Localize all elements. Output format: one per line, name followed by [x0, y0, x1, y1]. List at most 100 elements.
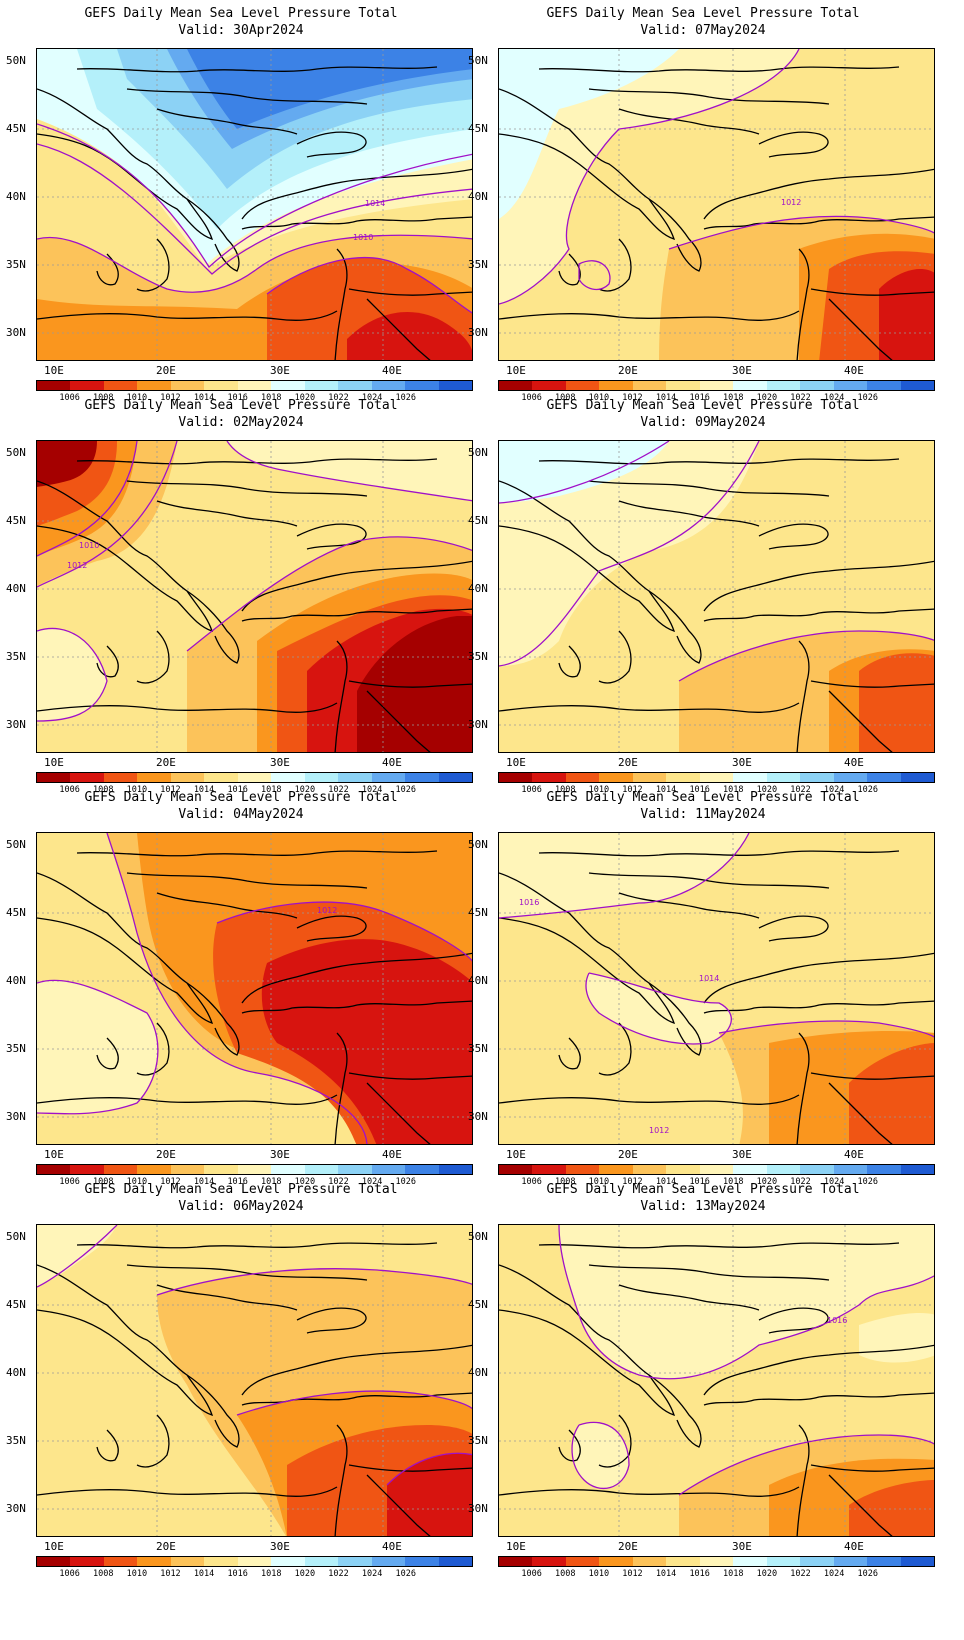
- colorbar-label: 1022: [790, 1177, 811, 1187]
- coastline-border: [703, 216, 934, 230]
- colorbar-swatch: [37, 1165, 71, 1174]
- colorbar-label: 1014: [655, 1177, 677, 1187]
- colorbar-label: 1020: [294, 1569, 316, 1579]
- coastline-border: [136, 1414, 170, 1468]
- isobar-contour: [571, 1421, 630, 1489]
- colorbar-swatch: [800, 773, 834, 782]
- panel-title: GEFS Daily Mean Sea Level Pressure Total: [84, 398, 398, 413]
- colorbar-label: 1016: [227, 393, 248, 403]
- latitude-label: 30N: [6, 718, 26, 731]
- colorbar-label: 1024: [361, 1569, 383, 1579]
- coastline-border: [648, 1374, 702, 1448]
- coastline-border: [703, 168, 934, 220]
- pressure-map: 1010 1012: [36, 440, 473, 753]
- coastline-border: [499, 1094, 800, 1105]
- coastline-border: [703, 952, 934, 1004]
- pressure-map: 1014 1010: [36, 48, 473, 361]
- coastline-border: [558, 645, 581, 678]
- coastline-border: [37, 1486, 338, 1497]
- coastline-border: [348, 1464, 472, 1472]
- latitude-label: 45N: [6, 122, 26, 135]
- colorbar-swatch: [204, 1557, 238, 1566]
- coastline-border: [703, 1344, 934, 1396]
- colorbar-swatch: [699, 381, 734, 390]
- colorbar-label: 1010: [126, 393, 148, 403]
- colorbar-swatch: [371, 1165, 406, 1174]
- coastline-border: [366, 298, 431, 360]
- coastline-border: [96, 1429, 119, 1462]
- latitude-label: 50N: [468, 838, 488, 851]
- colorbar-swatch: [599, 1557, 633, 1566]
- colorbar-label: 1022: [328, 1177, 349, 1187]
- colorbar-swatch: [304, 381, 339, 390]
- latitude-label: 30N: [468, 1502, 488, 1515]
- colorbar-swatch: [438, 1557, 473, 1566]
- isobar-contour: [37, 441, 178, 588]
- coastline-border: [186, 590, 240, 664]
- isobar-contour: [266, 257, 472, 314]
- colorbar-swatch: [632, 1165, 667, 1174]
- coastline-border: [796, 1424, 810, 1536]
- latitude-label: 35N: [468, 650, 488, 663]
- colorbar-label: 1014: [193, 785, 215, 795]
- isobar-contour: [156, 1268, 472, 1296]
- isobar-contour: [37, 123, 472, 269]
- colorbar-swatch: [800, 1165, 834, 1174]
- coastline-border: [241, 608, 472, 622]
- latitude-label: 40N: [468, 190, 488, 203]
- colorbar-swatch: [733, 773, 767, 782]
- colorbar-label: 1026: [395, 1569, 416, 1579]
- longitude-label: 40E: [844, 756, 864, 769]
- latitude-label: 40N: [6, 582, 26, 595]
- latitude-label: 30N: [6, 326, 26, 339]
- coastline-border: [828, 1082, 893, 1144]
- longitude-label: 20E: [618, 1540, 638, 1553]
- pressure-fill-region: [879, 269, 934, 360]
- pressure-fill-region: [357, 616, 472, 752]
- colorbar-swatch: [338, 773, 372, 782]
- colorbar-swatch: [438, 773, 473, 782]
- contour-label: 1010: [353, 233, 373, 242]
- panel-valid-date: Valid: 30Apr2024: [178, 23, 304, 38]
- colorbar-swatch: [632, 381, 667, 390]
- longitude-label: 10E: [506, 1148, 526, 1161]
- coastline-border: [241, 1392, 472, 1406]
- colorbar-label: 1008: [92, 785, 114, 795]
- coastline-border: [334, 1032, 348, 1144]
- colorbar-label: 1010: [588, 785, 610, 795]
- colorbar-label: 1018: [723, 393, 744, 403]
- colorbar: [36, 1556, 473, 1567]
- contour-label: 1012: [781, 198, 801, 207]
- coastline-border: [126, 88, 368, 105]
- panel-valid-date: Valid: 04May2024: [178, 807, 304, 822]
- coastline-border: [37, 872, 214, 1025]
- coastline-border: [136, 630, 170, 684]
- colorbar-swatch: [565, 381, 600, 390]
- panel-title: GEFS Daily Mean Sea Level Pressure Total: [84, 790, 398, 805]
- coastline-border: [241, 216, 472, 230]
- colorbar-label: 1026: [395, 785, 416, 795]
- colorbar-label: 1018: [261, 393, 282, 403]
- longitude-label: 30E: [270, 1148, 290, 1161]
- latitude-label: 50N: [468, 1230, 488, 1243]
- pressure-fill-region: [37, 980, 158, 1114]
- pressure-fill-region: [37, 628, 107, 721]
- colorbar-swatch: [338, 381, 372, 390]
- isobar-contour: [236, 1390, 472, 1416]
- colorbar-label: 1006: [59, 393, 80, 403]
- coastline-border: [186, 1374, 240, 1448]
- colorbar-swatch: [900, 1165, 935, 1174]
- coastline-border: [136, 238, 170, 292]
- colorbar-label: 1020: [294, 393, 316, 403]
- colorbar-label: 1024: [823, 785, 845, 795]
- colorbar-label: 1016: [227, 1177, 248, 1187]
- coastline-border: [796, 640, 810, 752]
- colorbar-swatch: [565, 773, 600, 782]
- colorbar-swatch: [137, 773, 171, 782]
- colorbar-label: 1018: [261, 785, 282, 795]
- colorbar-swatch: [532, 1165, 566, 1174]
- colorbar-swatch: [666, 381, 700, 390]
- colorbar-swatch: [37, 773, 71, 782]
- colorbar-swatch: [204, 773, 238, 782]
- colorbar: [498, 772, 935, 783]
